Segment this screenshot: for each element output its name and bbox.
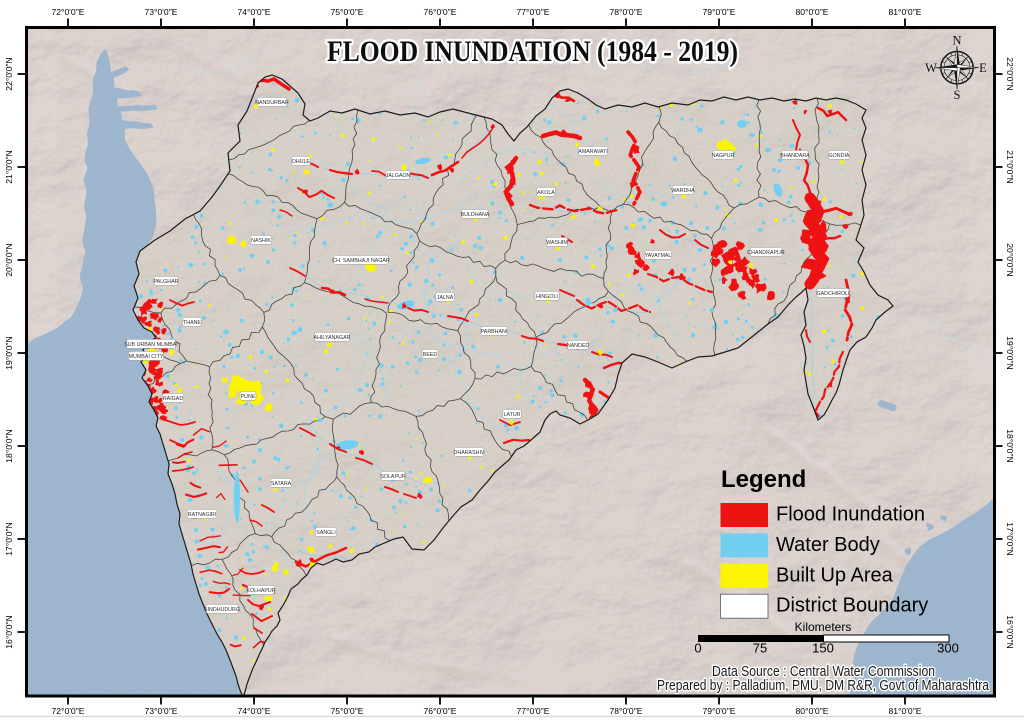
svg-text:BHANDARA: BHANDARA	[780, 153, 810, 159]
svg-text:GADCHIROLI: GADCHIROLI	[817, 291, 850, 297]
svg-text:74°0'0"E: 74°0'0"E	[238, 706, 271, 716]
svg-text:E: E	[979, 61, 987, 75]
svg-text:NASHIK: NASHIK	[251, 238, 271, 244]
svg-text:73°0'0"E: 73°0'0"E	[145, 706, 178, 716]
svg-text:300: 300	[937, 641, 959, 656]
svg-text:MUMBAI CITY: MUMBAI CITY	[129, 354, 164, 360]
svg-text:21°0'0"N: 21°0'0"N	[4, 150, 14, 183]
svg-text:17°0'0"N: 17°0'0"N	[1005, 522, 1015, 555]
svg-text:19°0'0"N: 19°0'0"N	[1005, 336, 1015, 369]
svg-text:WASHIM: WASHIM	[546, 240, 568, 246]
svg-text:Prepared by : Palladium, PMU,: Prepared by : Palladium, PMU, DM R&R, Go…	[657, 678, 990, 694]
svg-text:AMARAVATI: AMARAVATI	[578, 149, 607, 155]
svg-text:72°0'0"E: 72°0'0"E	[52, 7, 85, 17]
svg-text:SUB URBAN MUMBAI: SUB URBAN MUMBAI	[124, 342, 178, 348]
svg-text:JALNA: JALNA	[437, 295, 454, 301]
svg-text:District Boundary: District Boundary	[776, 595, 928, 617]
svg-text:Flood Inundation: Flood Inundation	[776, 504, 925, 526]
svg-text:78°0'0"E: 78°0'0"E	[610, 706, 643, 716]
svg-text:N: N	[952, 34, 961, 48]
svg-text:PARBHANI: PARBHANI	[481, 329, 508, 335]
svg-text:75°0'0"E: 75°0'0"E	[331, 7, 364, 17]
svg-text:FLOOD INUNDATION (1984 - 2019): FLOOD INUNDATION (1984 - 2019)	[327, 35, 738, 68]
svg-text:CH. SAMBHAJI NAGAR: CH. SAMBHAJI NAGAR	[332, 258, 390, 264]
svg-text:BULDHANA: BULDHANA	[461, 212, 490, 218]
svg-text:NANDURBAR: NANDURBAR	[255, 100, 289, 106]
svg-text:Built Up Area: Built Up Area	[776, 564, 894, 586]
svg-text:18°0'0"N: 18°0'0"N	[4, 429, 14, 462]
svg-text:80°0'0"E: 80°0'0"E	[796, 7, 829, 17]
svg-text:THANE: THANE	[183, 320, 201, 326]
svg-text:22°0'0"N: 22°0'0"N	[4, 57, 14, 90]
svg-text:17°0'0"N: 17°0'0"N	[4, 522, 14, 555]
svg-text:19°0'0"N: 19°0'0"N	[4, 336, 14, 369]
svg-text:RATNAGIRI: RATNAGIRI	[188, 512, 216, 518]
svg-text:74°0'0"E: 74°0'0"E	[238, 7, 271, 17]
svg-text:20°0'0"N: 20°0'0"N	[1005, 243, 1015, 276]
svg-text:Legend: Legend	[721, 466, 806, 493]
svg-text:75: 75	[753, 641, 767, 656]
svg-text:16°0'0"N: 16°0'0"N	[1005, 615, 1015, 648]
svg-text:HINGOLI: HINGOLI	[536, 294, 558, 300]
svg-text:PUNE: PUNE	[241, 394, 256, 400]
svg-text:73°0'0"E: 73°0'0"E	[145, 7, 178, 17]
svg-text:NANDED: NANDED	[567, 343, 590, 349]
svg-text:SANGLI: SANGLI	[316, 530, 335, 536]
svg-text:18°0'0"N: 18°0'0"N	[1005, 429, 1015, 462]
svg-text:CHANDRAPUR: CHANDRAPUR	[747, 250, 785, 256]
svg-text:75°0'0"E: 75°0'0"E	[331, 706, 364, 716]
svg-text:81°0'0"E: 81°0'0"E	[889, 7, 922, 17]
svg-text:PALGHAR: PALGHAR	[154, 279, 179, 285]
svg-text:DHARASHIV: DHARASHIV	[454, 450, 485, 456]
svg-text:W: W	[925, 61, 937, 75]
svg-text:77°0'0"E: 77°0'0"E	[517, 706, 550, 716]
svg-text:DHULE: DHULE	[292, 159, 310, 165]
svg-text:SATARA: SATARA	[271, 481, 292, 487]
svg-text:Data Source : Central Water Co: Data Source : Central Water Commission	[712, 664, 935, 680]
svg-text:20°0'0"N: 20°0'0"N	[4, 243, 14, 276]
svg-text:81°0'0"E: 81°0'0"E	[889, 706, 922, 716]
svg-text:Water Body: Water Body	[776, 534, 880, 556]
svg-text:KOLHAPUR: KOLHAPUR	[246, 588, 275, 594]
svg-text:79°0'0"E: 79°0'0"E	[703, 7, 736, 17]
svg-text:80°0'0"E: 80°0'0"E	[796, 706, 829, 716]
svg-text:BEED: BEED	[423, 352, 438, 358]
svg-text:22°0'0"N: 22°0'0"N	[1005, 57, 1015, 90]
svg-text:76°0'0"E: 76°0'0"E	[424, 706, 457, 716]
svg-text:SOLAPUR: SOLAPUR	[380, 474, 405, 480]
svg-text:150: 150	[812, 641, 834, 656]
svg-text:SINDHUDURG: SINDHUDURG	[204, 607, 240, 613]
svg-text:0: 0	[694, 641, 701, 656]
svg-text:77°0'0"E: 77°0'0"E	[517, 7, 550, 17]
svg-text:72°0'0"E: 72°0'0"E	[52, 706, 85, 716]
svg-text:76°0'0"E: 76°0'0"E	[424, 7, 457, 17]
svg-text:GONDIA: GONDIA	[829, 153, 850, 159]
svg-text:JALGAON: JALGAON	[386, 173, 411, 179]
svg-text:LATUR: LATUR	[504, 412, 521, 418]
svg-text:YAVATMAL: YAVATMAL	[645, 253, 672, 259]
svg-text:16°0'0"N: 16°0'0"N	[4, 615, 14, 648]
svg-text:RAIGAD: RAIGAD	[163, 396, 183, 402]
svg-text:Kilometers: Kilometers	[795, 620, 852, 634]
svg-text:AHILYANAGAR: AHILYANAGAR	[314, 335, 351, 341]
svg-text:21°0'0"N: 21°0'0"N	[1005, 150, 1015, 183]
svg-text:AKOLA: AKOLA	[537, 190, 555, 196]
svg-text:79°0'0"E: 79°0'0"E	[703, 706, 736, 716]
svg-text:S: S	[954, 88, 961, 102]
svg-text:WARDHA: WARDHA	[671, 188, 695, 194]
svg-text:NAGPUR: NAGPUR	[712, 153, 735, 159]
svg-text:78°0'0"E: 78°0'0"E	[610, 7, 643, 17]
